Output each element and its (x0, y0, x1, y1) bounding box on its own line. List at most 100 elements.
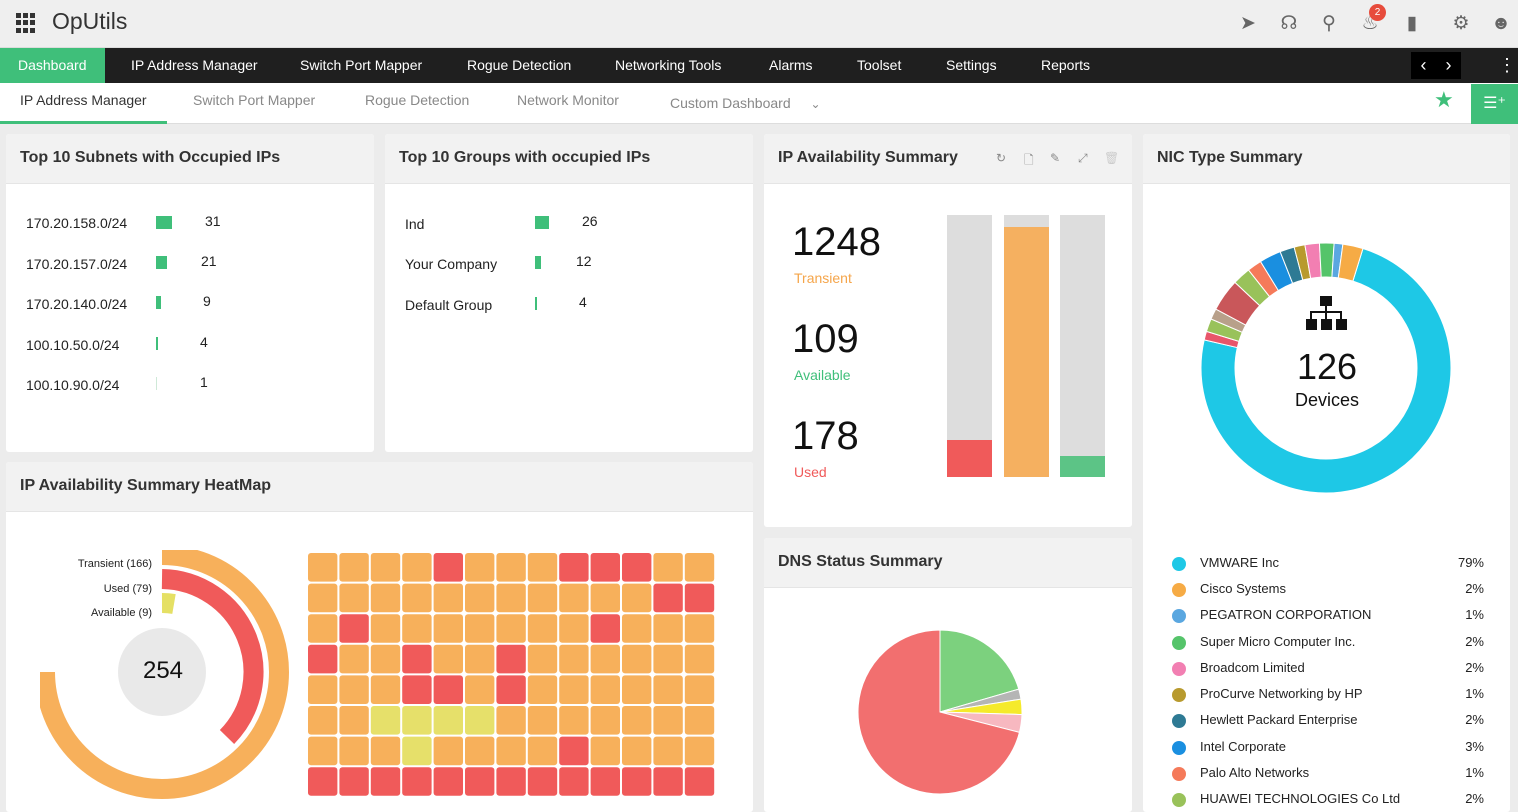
heatmap-cell[interactable] (622, 583, 652, 613)
used-bar[interactable] (947, 440, 992, 477)
heatmap-cell[interactable] (402, 614, 432, 643)
heatmap-cell[interactable] (308, 614, 338, 643)
heatmap-cell[interactable] (622, 675, 652, 704)
pie-slice[interactable] (857, 629, 1021, 795)
chevron-left-icon[interactable]: ‹ (1420, 55, 1427, 75)
heatmap-cell[interactable] (496, 767, 526, 796)
heatmap-cell[interactable] (433, 644, 463, 674)
heatmap-cell[interactable] (433, 767, 463, 796)
heatmap-cell[interactable] (496, 583, 526, 613)
legend-item[interactable]: PEGATRON CORPORATION 1% (1172, 606, 1484, 626)
tab-rogue-detection[interactable]: Rogue Detection (365, 92, 470, 108)
heatmap-cell[interactable] (653, 614, 683, 643)
heatmap-cell[interactable] (590, 614, 620, 643)
heatmap-cell[interactable] (370, 583, 401, 613)
refresh-icon[interactable]: ↻ (996, 151, 1007, 165)
nav-switch-port-mapper[interactable]: Switch Port Mapper (300, 57, 423, 73)
heatmap-cell[interactable] (308, 644, 338, 674)
group-label[interactable]: Your Company (405, 256, 498, 272)
nav-settings[interactable]: Settings (946, 57, 997, 73)
edit-icon[interactable]: ✎ (1050, 151, 1061, 165)
document-icon[interactable]: 🗋 (1024, 153, 1034, 167)
heatmap-cell[interactable] (465, 644, 495, 674)
heatmap-cell[interactable] (622, 614, 652, 643)
nav-dashboard[interactable]: Dashboard (0, 48, 105, 83)
subnet-label[interactable]: 170.20.157.0/24 (26, 256, 128, 272)
heatmap-cell[interactable] (653, 675, 683, 704)
heatmap-cell[interactable] (653, 736, 683, 766)
heatmap-cell[interactable] (339, 583, 369, 613)
heatmap-cell[interactable] (402, 706, 432, 735)
heatmap-cell[interactable] (308, 583, 338, 613)
legend-item[interactable]: HUAWEI TECHNOLOGIES Co Ltd 2% (1172, 790, 1484, 810)
heatmap-cell[interactable] (684, 675, 715, 704)
search-icon[interactable]: ⚲ (1322, 13, 1336, 34)
rocket-icon[interactable]: ➤ (1240, 13, 1256, 34)
nav-reports[interactable]: Reports (1041, 57, 1091, 73)
heatmap-cell[interactable] (308, 767, 338, 796)
heatmap-cell[interactable] (496, 614, 526, 643)
heatmap-cell[interactable] (370, 675, 401, 704)
subnet-label[interactable]: 170.20.158.0/24 (26, 215, 128, 231)
heatmap-cell[interactable] (433, 736, 463, 766)
add-widget-button[interactable]: ☰⁺ (1471, 84, 1518, 124)
heatmap-cell[interactable] (308, 736, 338, 766)
heatmap-cell[interactable] (402, 583, 432, 613)
heatmap-cell[interactable] (684, 553, 715, 582)
heatmap-cell[interactable] (433, 583, 463, 613)
transient-bar[interactable] (1004, 227, 1049, 477)
heatmap-cell[interactable] (527, 736, 558, 766)
heatmap-cell[interactable] (684, 736, 715, 766)
nav-ip-address-manager[interactable]: IP Address Manager (131, 57, 258, 73)
heatmap-cell[interactable] (339, 614, 369, 643)
legend-item[interactable]: Cisco Systems 2% (1172, 580, 1484, 600)
heatmap-cell[interactable] (622, 553, 652, 582)
legend-item[interactable]: Broadcom Limited 2% (1172, 659, 1484, 679)
heatmap-cell[interactable] (653, 706, 683, 735)
subnet-label[interactable]: 100.10.90.0/24 (26, 377, 120, 393)
heatmap-cell[interactable] (496, 644, 526, 674)
heatmap-cell[interactable] (684, 706, 715, 735)
used-arc[interactable] (161, 569, 264, 744)
heatmap-cell[interactable] (590, 675, 620, 704)
heatmap-cell[interactable] (622, 736, 652, 766)
heatmap-cell[interactable] (402, 736, 432, 766)
heatmap-cell[interactable] (653, 767, 683, 796)
heatmap-cell[interactable] (465, 706, 495, 735)
heatmap-cell[interactable] (496, 553, 526, 582)
tab-ip-address-manager[interactable]: IP Address Manager (0, 83, 167, 124)
donut-segment[interactable] (1200, 247, 1452, 494)
gear-icon[interactable]: ⚙ (1452, 13, 1470, 34)
legend-item[interactable]: Intel Corporate 3% (1172, 738, 1484, 758)
heatmap-cell[interactable] (370, 614, 401, 643)
heatmap-cell[interactable] (559, 583, 589, 613)
heatmap-cell[interactable] (684, 644, 715, 674)
heatmap-cell[interactable] (465, 736, 495, 766)
heatmap-cell[interactable] (559, 644, 589, 674)
heatmap-cell[interactable] (465, 583, 495, 613)
pie-slice[interactable] (939, 629, 1020, 713)
nav-alarms[interactable]: Alarms (769, 57, 813, 73)
heatmap-cell[interactable] (339, 767, 369, 796)
heatmap-cell[interactable] (370, 736, 401, 766)
heatmap-cell[interactable] (339, 706, 369, 735)
heatmap-cell[interactable] (684, 583, 715, 613)
heatmap-cell[interactable] (370, 553, 401, 582)
heatmap-cell[interactable] (559, 553, 589, 582)
heatmap-cell[interactable] (559, 767, 589, 796)
heatmap-cell[interactable] (559, 675, 589, 704)
heatmap-cell[interactable] (590, 736, 620, 766)
donut-segment[interactable] (1337, 243, 1364, 282)
heatmap-cell[interactable] (527, 583, 558, 613)
heatmap-cell[interactable] (433, 675, 463, 704)
heatmap-cell[interactable] (402, 767, 432, 796)
heatmap-cell[interactable] (308, 553, 338, 582)
heatmap-cell[interactable] (527, 675, 558, 704)
heatmap-cell[interactable] (653, 644, 683, 674)
heatmap-cell[interactable] (465, 553, 495, 582)
heatmap-cell[interactable] (559, 736, 589, 766)
heatmap-cell[interactable] (622, 644, 652, 674)
heatmap-cell[interactable] (339, 644, 369, 674)
heatmap-cell[interactable] (622, 706, 652, 735)
legend-item[interactable]: Hewlett Packard Enterprise 2% (1172, 711, 1484, 731)
